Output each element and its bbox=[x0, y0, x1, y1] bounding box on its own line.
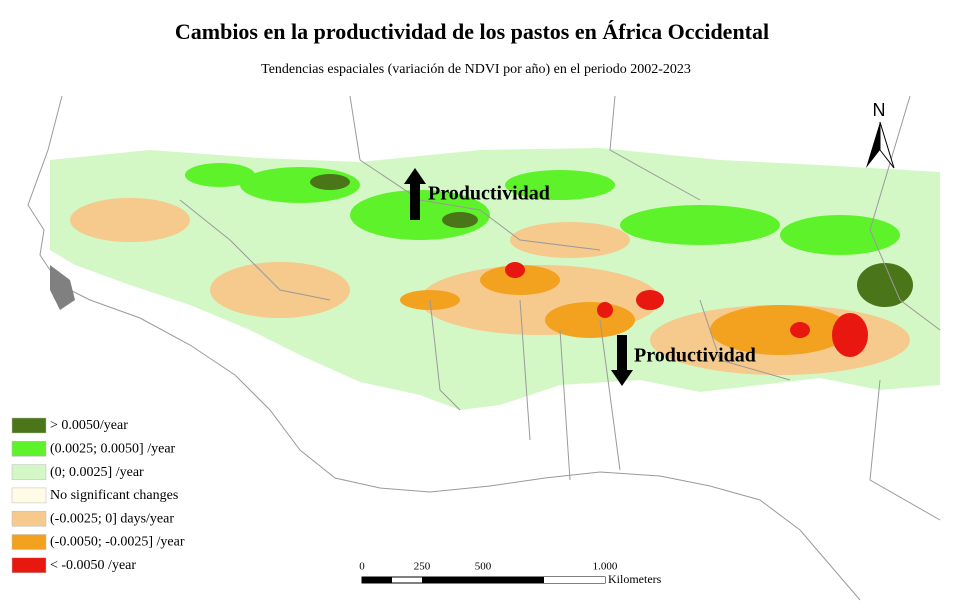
scale-segment bbox=[362, 577, 392, 583]
title: Cambios en la productividad de los pasto… bbox=[175, 19, 769, 44]
coastline bbox=[27, 95, 861, 601]
greening-area bbox=[185, 163, 255, 187]
country-border bbox=[179, 95, 941, 521]
browning-area bbox=[510, 222, 630, 258]
browning-area bbox=[597, 302, 613, 318]
legend-label: (0; 0.0025] /year bbox=[50, 465, 144, 480]
greening-area bbox=[780, 215, 900, 255]
legend-swatch bbox=[11, 487, 47, 504]
legend-label: No significant changes bbox=[50, 488, 178, 503]
scale-label: 500 bbox=[475, 561, 492, 573]
legend-swatch bbox=[11, 534, 47, 550]
legend-label: (0.0025; 0.0050] /year bbox=[50, 442, 176, 457]
arrow-down bbox=[611, 335, 633, 386]
north-arrow-right bbox=[879, 121, 895, 169]
scale-label: 0 bbox=[359, 561, 365, 573]
scale-bar: Kilometers 0 250 500 1.000 bbox=[359, 561, 661, 586]
greening-area bbox=[310, 174, 350, 190]
north-arrow: N bbox=[866, 100, 895, 169]
legend-label: (-0.0050; -0.0025] /year bbox=[50, 535, 185, 550]
greening-areas bbox=[185, 163, 913, 307]
annotation-up: Productividad bbox=[404, 168, 550, 220]
arrow-up bbox=[404, 168, 426, 220]
greening-area bbox=[857, 263, 913, 307]
browning-area bbox=[70, 198, 190, 242]
legend-swatch bbox=[11, 417, 47, 434]
subtitle: Tendencias espaciales (variación de NDVI… bbox=[261, 62, 691, 77]
annotation: Productividad bbox=[428, 183, 550, 205]
browning-area bbox=[710, 305, 850, 355]
scale-segment bbox=[422, 577, 483, 583]
browning-area bbox=[832, 313, 868, 357]
legend-label: > 0.0050/year bbox=[50, 418, 128, 433]
legend-label: (-0.0025; 0] days/year bbox=[50, 511, 174, 526]
browning-area bbox=[636, 290, 664, 310]
annotation-down: Productividad bbox=[611, 335, 756, 386]
browning-area bbox=[545, 302, 635, 338]
greening-area bbox=[620, 205, 780, 245]
island bbox=[50, 265, 75, 310]
north-arrow-left bbox=[866, 122, 880, 168]
legend-swatch bbox=[11, 464, 47, 480]
greening-area bbox=[442, 212, 478, 228]
legend-label: < -0.0050 /year bbox=[50, 558, 136, 573]
browning-area bbox=[790, 322, 810, 338]
legend-swatch bbox=[11, 557, 47, 574]
legend-swatch bbox=[11, 441, 47, 457]
browning-areas bbox=[70, 198, 910, 375]
scale-segment bbox=[544, 577, 605, 583]
greening-area bbox=[505, 170, 615, 200]
browning-area bbox=[505, 262, 525, 278]
legend-swatch bbox=[11, 510, 47, 527]
legend: > 0.0050/year (0.0025; 0.0050] /year (0; 0… bbox=[11, 417, 185, 574]
scale-label: 1.000 bbox=[593, 561, 618, 573]
browning-area bbox=[480, 265, 560, 295]
scale-label: 250 bbox=[414, 561, 431, 573]
map bbox=[27, 95, 941, 601]
north-label: N bbox=[873, 100, 886, 120]
scale-unit: Kilometers bbox=[608, 572, 662, 586]
annotation: Productividad bbox=[634, 345, 756, 367]
